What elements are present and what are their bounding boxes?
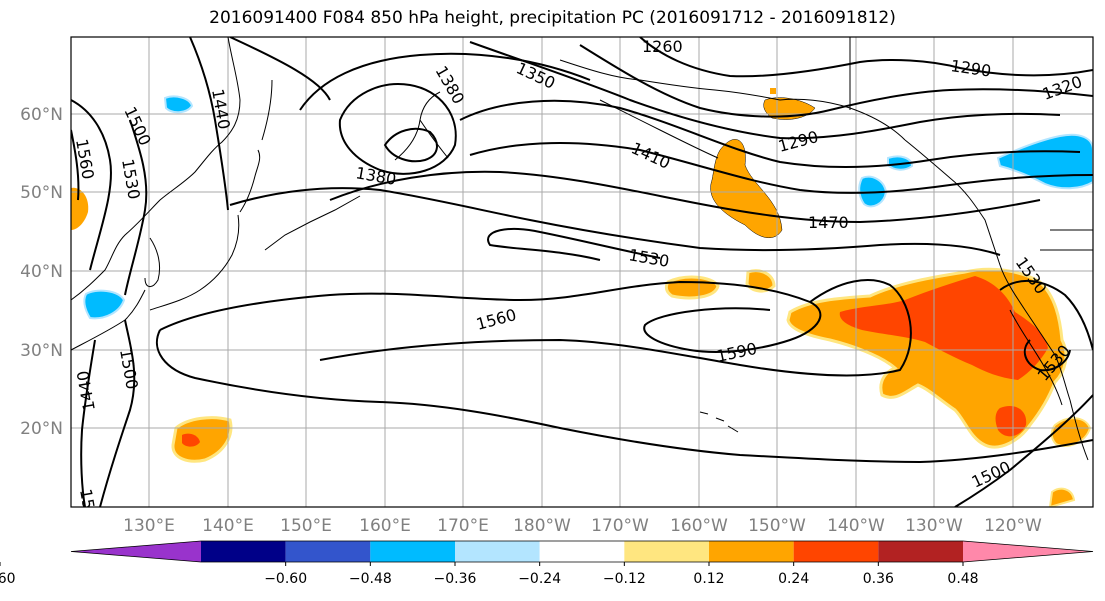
longitude-labels: 130°E 140°E 150°E 160°E 170°E 180°W 170°… bbox=[123, 516, 1042, 536]
colorbar-tick-label: 0.36 bbox=[863, 571, 894, 587]
lat-label: 60°N bbox=[20, 105, 63, 125]
contour-label: 1260 bbox=[642, 37, 683, 56]
map-title: 2016091400 F084 850 hPa height, precipit… bbox=[209, 8, 896, 28]
lon-label: 130°E bbox=[123, 516, 175, 536]
colorbar-swatch bbox=[285, 541, 371, 562]
coastlines bbox=[71, 37, 1093, 461]
colorbar-swatch bbox=[624, 541, 709, 562]
lat-label: 50°N bbox=[20, 183, 63, 203]
lon-label: 170°W bbox=[591, 516, 649, 536]
lon-label: 160°E bbox=[359, 516, 411, 536]
colorbar-swatch bbox=[370, 541, 455, 562]
lat-label: 20°N bbox=[20, 419, 63, 439]
lat-label: 40°N bbox=[20, 262, 63, 282]
colorbar-swatch bbox=[455, 541, 540, 562]
lon-label: 180°W bbox=[513, 516, 571, 536]
colorbar-swatch bbox=[539, 541, 625, 562]
colorbar-tick-label: 0.60 bbox=[0, 571, 16, 587]
colorbar-swatch bbox=[793, 541, 879, 562]
contour-label: 1500 bbox=[76, 487, 102, 530]
colorbar-tick-label: 0.48 bbox=[947, 571, 978, 587]
lat-label: 30°N bbox=[20, 341, 63, 361]
colorbar-tick-label: −0.12 bbox=[603, 571, 646, 587]
colorbar-outline bbox=[70, 540, 1094, 563]
colorbar-tick-label: 0.24 bbox=[778, 571, 809, 587]
lon-label: 130°W bbox=[905, 516, 963, 536]
lon-label: 140°E bbox=[202, 516, 254, 536]
colorbar-tick-label: −0.60 bbox=[264, 571, 307, 587]
colorbar-swatch bbox=[201, 541, 286, 562]
height-contours bbox=[71, 37, 1093, 507]
colorbar-tick-label: −0.36 bbox=[434, 571, 477, 587]
lon-label: 160°W bbox=[670, 516, 728, 536]
lon-label: 170°E bbox=[437, 516, 489, 536]
colorbar-swatch bbox=[709, 541, 794, 562]
latitude-labels: 60°N 50°N 40°N 30°N 20°N bbox=[20, 105, 63, 439]
colorbar-swatch bbox=[878, 541, 963, 562]
colorbar-tick-label: 0.12 bbox=[693, 571, 724, 587]
colorbar-extend-high bbox=[963, 541, 1093, 562]
contour-label: 1470 bbox=[808, 213, 849, 232]
lon-label: 140°W bbox=[827, 516, 885, 536]
lon-label: 150°W bbox=[748, 516, 806, 536]
graticule bbox=[71, 37, 1093, 507]
colorbar-tick-label: −0.48 bbox=[349, 571, 392, 587]
colorbar-tick-label: −0.24 bbox=[518, 571, 561, 587]
map-border bbox=[70, 36, 1094, 508]
colorbar: −0.60 −0.48 −0.36 −0.24 −0.12 0.12 0.24 0.36 0.4… bbox=[0, 540, 1094, 587]
lon-label: 150°E bbox=[280, 516, 332, 536]
lon-label: 120°W bbox=[984, 516, 1042, 536]
precip-shading bbox=[71, 88, 1093, 507]
colorbar-extend-low bbox=[71, 541, 201, 562]
map-panel bbox=[71, 37, 1093, 507]
